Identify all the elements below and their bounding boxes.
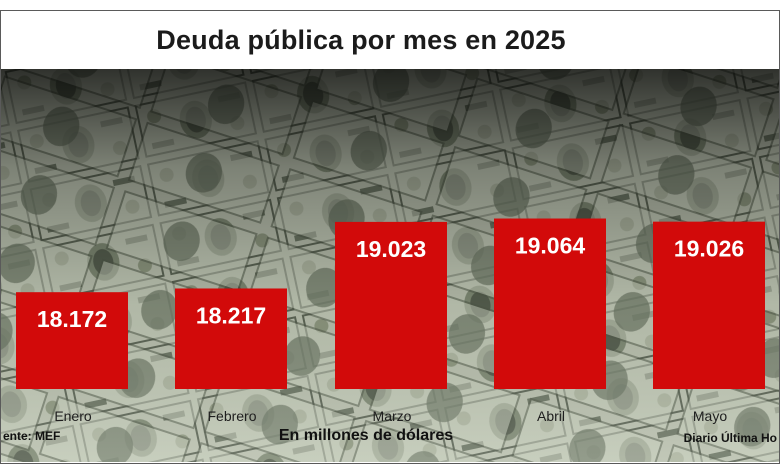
- data-label-enero: 18.172: [37, 306, 107, 332]
- x-tick-febrero: Febrero: [207, 408, 256, 424]
- data-label-febrero: 18.217: [196, 302, 266, 328]
- bars-group: 18.172 18.217 19.023 19.064 19.026: [16, 218, 765, 389]
- x-tick-abril: Abril: [537, 408, 565, 424]
- bar-marzo: [335, 221, 447, 389]
- chart-frame: Deuda pública por mes en 2025: [0, 10, 780, 464]
- bar-mayo: [653, 221, 765, 389]
- data-label-abril: 19.064: [515, 233, 586, 259]
- data-label-mayo: 19.026: [674, 236, 744, 262]
- x-tick-enero: Enero: [54, 408, 92, 424]
- plot-area: 18.172 18.217 19.023 19.064 19.026 Enero Febr…: [1, 69, 779, 462]
- credit-label: Diario Última Ho: [684, 430, 777, 445]
- bar-febrero: [175, 288, 287, 389]
- tick-labels-group: Enero Febrero Marzo Abril Mayo: [54, 408, 727, 424]
- source-label: ente: MEF: [3, 429, 60, 443]
- data-label-marzo: 19.023: [356, 236, 426, 262]
- units-label: En millones de dólares: [279, 427, 453, 444]
- bar-enero: [16, 292, 128, 389]
- bar-abril: [494, 218, 606, 389]
- bar-chart: 18.172 18.217 19.023 19.064 19.026 Enero Febr…: [1, 69, 779, 462]
- x-tick-mayo: Mayo: [693, 408, 727, 424]
- chart-title: Deuda pública por mes en 2025: [156, 25, 566, 55]
- x-tick-marzo: Marzo: [373, 408, 412, 424]
